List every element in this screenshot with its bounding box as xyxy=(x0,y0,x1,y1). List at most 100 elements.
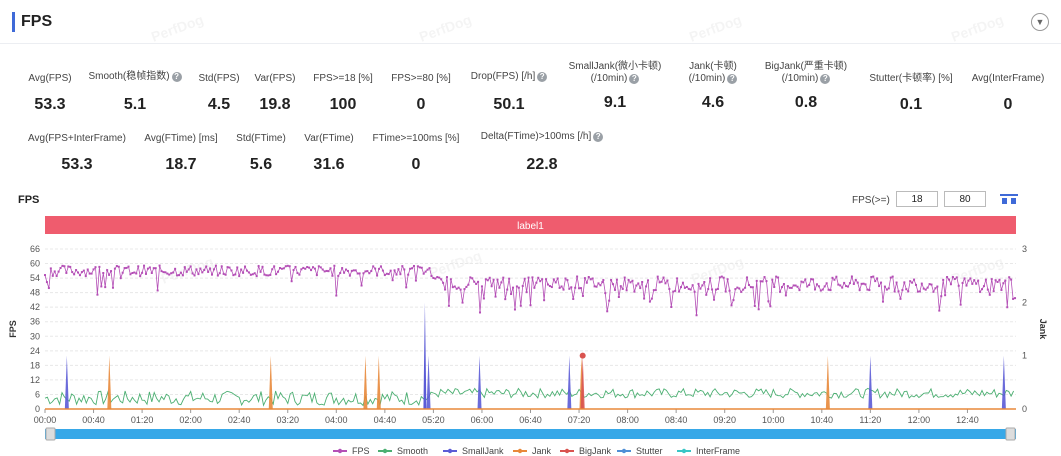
metric-label: Var(FPS) xyxy=(254,73,296,84)
x-tick-label: 08:00 xyxy=(616,415,639,425)
x-tick-label: 12:00 xyxy=(908,415,931,425)
legend-label: Jank xyxy=(532,446,552,456)
fps-point xyxy=(959,303,962,306)
metric-value: 9.1 xyxy=(603,94,627,111)
small-jank-spike xyxy=(567,355,572,409)
metric-value: 53.3 xyxy=(34,96,66,113)
x-tick-label: 02:40 xyxy=(228,415,251,425)
metric-var-fps: Var(FPS) 19.8 xyxy=(250,73,300,114)
y2-tick-label: 2 xyxy=(1022,297,1027,307)
metric-label-unit: (/10min) xyxy=(781,73,819,84)
fps-point xyxy=(156,289,159,292)
chevron-down-icon[interactable]: ▼ xyxy=(1031,13,1049,31)
metric-label: BigJank(严重卡顿) xyxy=(764,61,848,72)
fps-series-points xyxy=(44,264,1017,317)
fps-section-header: FPS ▼ xyxy=(0,0,1061,44)
metric-label: SmallJank(微小卡顿) xyxy=(568,61,662,72)
metric-label: Std(FTime) xyxy=(236,133,286,144)
metric-label: Drop(FPS) [/h] xyxy=(470,71,536,82)
help-icon[interactable]: ? xyxy=(171,72,182,82)
legend-label: FPS xyxy=(352,446,370,456)
legend-label: Smooth xyxy=(397,446,428,456)
legend-swatch-dot xyxy=(447,448,453,454)
y-tick-label: 36 xyxy=(30,317,40,327)
label-band-text: label1 xyxy=(517,221,544,232)
metric-value: 50.1 xyxy=(493,96,525,113)
help-icon[interactable]: ? xyxy=(593,132,604,142)
help-icon[interactable]: ? xyxy=(537,72,548,82)
fps-threshold-high-input[interactable] xyxy=(944,191,986,207)
y-tick-label: 66 xyxy=(30,244,40,254)
metric-avg-interframe: Avg(InterFrame) 0 xyxy=(968,73,1048,114)
metric-value: 4.5 xyxy=(207,96,231,113)
metric-value: 0.1 xyxy=(899,96,923,113)
small-jank-spike xyxy=(426,355,431,409)
metric-value: 53.3 xyxy=(61,156,93,173)
x-tick-label: 09:20 xyxy=(713,415,736,425)
metric-stutter: Stutter(卡顿率) [%] 0.1 xyxy=(864,73,958,114)
legend-swatch-dot xyxy=(382,448,388,454)
metric-value: 100 xyxy=(329,96,357,113)
metric-small-jank: SmallJank(微小卡顿) (/10min)? 9.1 xyxy=(556,61,674,112)
help-icon[interactable]: ? xyxy=(820,74,831,84)
x-tick-label: 06:00 xyxy=(471,415,494,425)
fps-point xyxy=(44,274,46,277)
metric-value: 0.8 xyxy=(794,94,818,111)
metric-label: Var(FTime) xyxy=(304,133,354,144)
y-tick-label: 6 xyxy=(35,389,40,399)
metric-big-jank: BigJank(严重卡顿) (/10min)? 0.8 xyxy=(756,61,856,112)
metric-value: 0 xyxy=(1003,96,1013,113)
small-jank-spike xyxy=(64,355,69,409)
legend-label: BigJank xyxy=(579,446,612,456)
metric-fps-ge-18: FPS>=18 [%] 100 xyxy=(308,73,378,114)
y-tick-label: 42 xyxy=(30,302,40,312)
metric-label: Avg(FTime) [ms] xyxy=(144,133,218,144)
x-tick-label: 10:00 xyxy=(762,415,785,425)
help-icon[interactable]: ? xyxy=(727,74,738,84)
x-tick-label: 07:20 xyxy=(568,415,591,425)
help-icon[interactable]: ? xyxy=(629,74,640,84)
scrollbar-left-handle xyxy=(45,427,56,441)
x-tick-label: 11:20 xyxy=(859,415,881,425)
metric-avg-fps-interframe: Avg(FPS+InterFrame) 53.3 xyxy=(24,133,130,174)
metric-var-ftime: Var(FTime) 31.6 xyxy=(300,133,358,174)
x-tick-label: 10:40 xyxy=(811,415,834,425)
metric-label: Jank(卡顿) xyxy=(689,61,737,72)
x-tick-label: 06:40 xyxy=(519,415,542,425)
y2-tick-label: 1 xyxy=(1022,351,1027,361)
metric-ftime-ge-100: FTime>=100ms [%] 0 xyxy=(368,133,464,174)
label-band xyxy=(45,216,1016,234)
metric-label: FPS>=80 [%] xyxy=(391,73,451,84)
x-tick-label: 00:00 xyxy=(34,415,57,425)
small-jank-spike xyxy=(868,355,873,409)
header-accent-bar xyxy=(12,12,15,32)
x-tick-label: 05:20 xyxy=(422,415,445,425)
display-mode-icon[interactable] xyxy=(1000,194,1018,204)
fps-point xyxy=(1014,297,1017,300)
legend-label: Stutter xyxy=(636,446,663,456)
metric-value: 0 xyxy=(411,156,421,173)
time-scrollbar-track xyxy=(45,429,1016,439)
y-tick-label: 48 xyxy=(30,288,40,298)
metric-std-ftime: Std(FTime) 5.6 xyxy=(232,133,290,174)
metric-label: Smooth(稳帧指数) xyxy=(88,71,170,82)
legend-label: InterFrame xyxy=(696,446,740,456)
legend-swatch-dot xyxy=(621,448,627,454)
metric-value: 31.6 xyxy=(313,156,345,173)
fps-threshold-low-input[interactable] xyxy=(896,191,938,207)
metric-label: Std(FPS) xyxy=(198,73,240,84)
metric-label: Avg(InterFrame) xyxy=(971,73,1045,84)
metric-value: 0 xyxy=(416,96,426,113)
metric-drop-fps: Drop(FPS) [/h]? 50.1 xyxy=(464,71,554,114)
metric-value: 19.8 xyxy=(259,96,291,113)
metric-std-fps: Std(FPS) 4.5 xyxy=(190,73,248,114)
metric-avg-fps: Avg(FPS) 53.3 xyxy=(20,73,80,114)
metric-label-unit: (/10min) xyxy=(590,73,628,84)
metric-label: Delta(FTime)>100ms [/h] xyxy=(480,131,592,142)
y-tick-label: 60 xyxy=(30,259,40,269)
scrollbar-right-handle xyxy=(1005,427,1016,441)
jank-spike xyxy=(825,355,830,409)
metric-label: FTime>=100ms [%] xyxy=(372,133,460,144)
y-tick-label: 54 xyxy=(30,273,40,283)
